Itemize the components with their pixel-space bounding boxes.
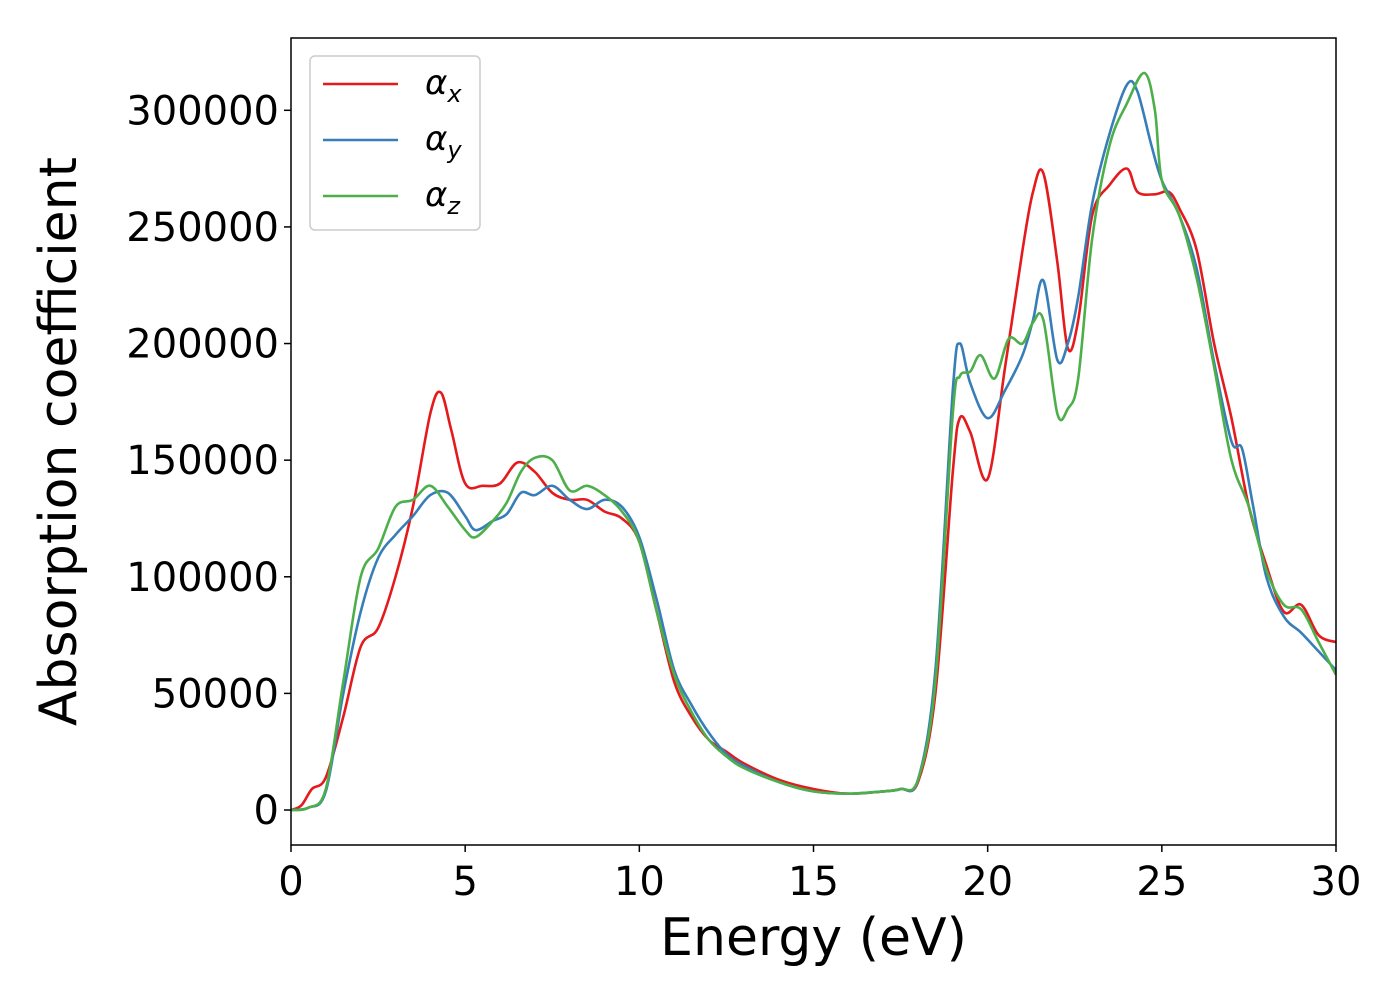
legend-subscript-y: y <box>446 136 462 164</box>
legend-subscript-x: x <box>446 80 462 108</box>
y-tick-label: 100000 <box>126 555 279 601</box>
y-tick-label: 150000 <box>126 438 279 484</box>
y-tick-label: 50000 <box>152 671 279 717</box>
x-tick-label: 10 <box>614 859 665 905</box>
y-tick-label: 0 <box>254 788 279 834</box>
x-tick-label: 0 <box>278 859 303 905</box>
x-axis-label: Energy (eV) <box>660 908 967 968</box>
y-axis-label: Absorption coefficient <box>29 157 89 726</box>
legend-subscript-z: z <box>446 192 461 220</box>
y-axis-ticks: 0 50000 100000 150000 200000 250000 300000 <box>126 88 291 834</box>
legend-box <box>309 55 481 231</box>
x-axis-ticks: 0 5 10 15 20 25 30 <box>278 845 1361 905</box>
y-tick-label: 250000 <box>126 205 279 251</box>
y-tick-label: 200000 <box>126 322 279 368</box>
x-tick-label: 25 <box>1136 859 1187 905</box>
x-tick-label: 20 <box>962 859 1013 905</box>
series-line-z <box>291 71 1336 812</box>
x-tick-label: 30 <box>1311 859 1362 905</box>
x-tick-label: 5 <box>452 859 477 905</box>
legend-label-z: αz <box>425 175 461 220</box>
x-tick-label: 15 <box>788 859 839 905</box>
series-layer <box>291 71 1336 812</box>
y-tick-label: 300000 <box>126 88 279 134</box>
series-line-x <box>291 167 1336 812</box>
